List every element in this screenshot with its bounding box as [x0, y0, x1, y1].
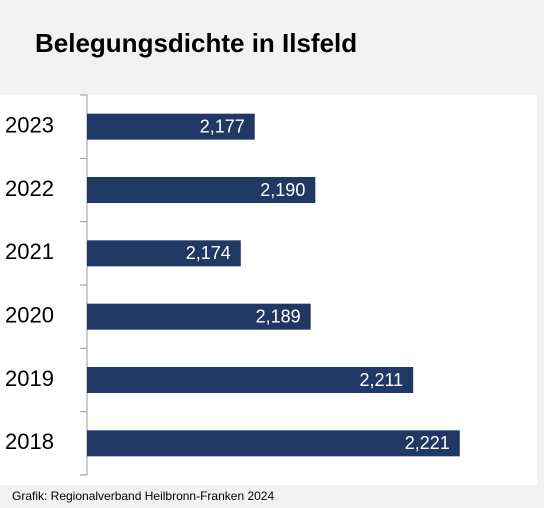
y-tick-label: 2020	[5, 302, 54, 327]
y-tick-label: 2019	[5, 366, 54, 391]
value-label: 2,221	[405, 433, 450, 453]
bar	[87, 367, 414, 393]
bar	[87, 303, 311, 330]
value-label: 2,177	[200, 116, 245, 136]
bar	[87, 113, 255, 140]
plot-area	[0, 95, 537, 485]
value-label: 2,211	[359, 370, 403, 390]
y-tick-label: 2022	[5, 176, 54, 201]
value-label: 2,190	[260, 180, 305, 200]
source: Grafik: Regionalverband Heilbronn-Franke…	[12, 489, 274, 503]
bar	[87, 177, 316, 203]
bar	[87, 430, 460, 457]
value-label: 2,189	[256, 306, 301, 326]
bar	[87, 240, 241, 267]
value-label: 2,174	[186, 243, 231, 263]
chart-title: Belegungsdichte in Ilsfeld	[35, 28, 357, 58]
y-tick-label: 2018	[5, 429, 54, 454]
y-tick-label: 2021	[5, 239, 54, 264]
y-tick-label: 2023	[5, 112, 54, 137]
